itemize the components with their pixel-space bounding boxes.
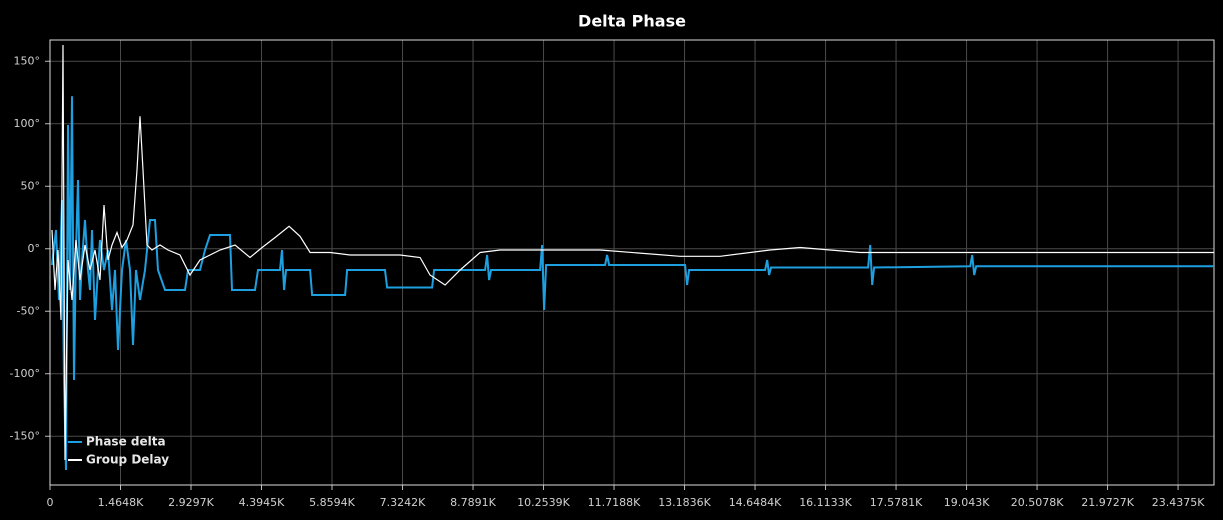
y-tick-label: 0° [28,242,41,255]
x-tick-label: 16.1133K [799,496,852,509]
x-tick-label: 0 [47,496,54,509]
x-tick-label: 19.043K [944,496,990,509]
x-tick-label: 4.3945K [239,496,285,509]
x-tick-label: 14.6484K [729,496,782,509]
x-tick-label: 8.7891K [450,496,496,509]
x-tick-label: 21.9727K [1081,496,1134,509]
y-tick-label: 150° [14,54,41,67]
x-tick-label: 23.4375K [1152,496,1205,509]
x-tick-label: 11.7188K [588,496,641,509]
x-tick-label: 2.9297K [168,496,214,509]
x-tick-label: 13.1836K [658,496,711,509]
x-tick-label: 1.4648K [98,496,144,509]
y-tick-label: -50° [17,304,40,317]
legend-label: Phase delta [86,435,166,449]
series-line [51,44,1214,461]
x-tick-label: 5.8594K [309,496,355,509]
legend-label: Group Delay [86,453,169,467]
x-tick-label: 20.5078K [1011,496,1064,509]
y-tick-label: 100° [14,117,41,130]
chart-title: Delta Phase [578,12,686,31]
series-line [51,96,1214,471]
y-tick-label: -100° [10,367,40,380]
x-tick-label: 10.2539K [517,496,570,509]
x-tick-label: 17.5781K [870,496,923,509]
y-tick-label: -150° [10,429,40,442]
plot-frame [49,39,1215,486]
y-tick-label: 50° [21,179,41,192]
x-tick-label: 7.3242K [380,496,426,509]
